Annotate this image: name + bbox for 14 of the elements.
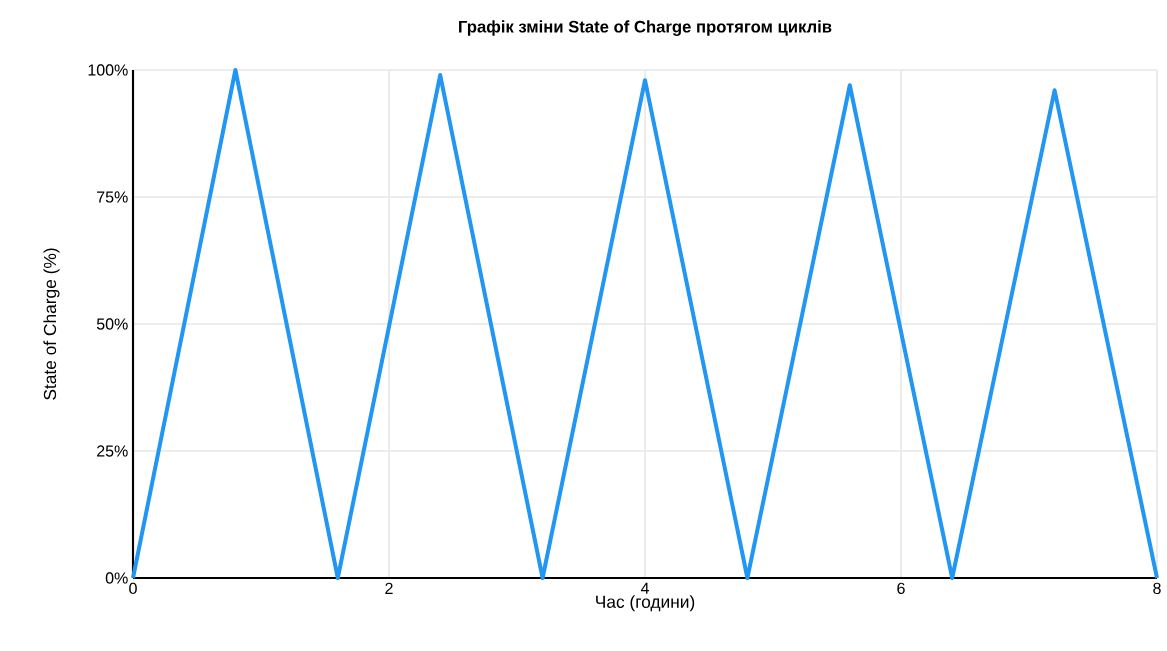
x-tick-label: 8 [1153, 582, 1161, 595]
y-tick-label: 25% [97, 445, 128, 457]
x-tick-label: 6 [897, 582, 905, 595]
chart-title: Графік зміни State of Charge протягом циклів [459, 20, 832, 36]
x-tick-label: 4 [640, 582, 649, 594]
x-tick-label: 2 [385, 582, 393, 594]
x-tick-label: 0 [129, 582, 137, 595]
y-tick-label: 100% [88, 64, 128, 76]
y-tick-label: 75% [97, 191, 128, 203]
y-axis-title: State of Charge (%) [43, 248, 60, 400]
line-series [131, 68, 1159, 580]
x-axis-title: Час (години) [596, 595, 695, 612]
y-tick-label: 50% [96, 318, 128, 330]
y-tick-label: 0% [105, 572, 128, 584]
